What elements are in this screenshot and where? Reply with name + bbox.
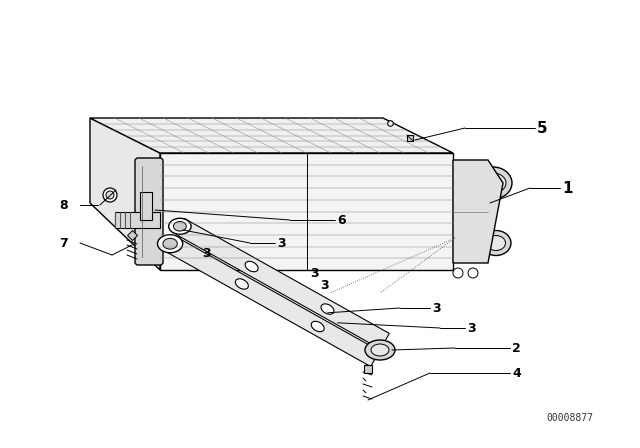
Text: 3: 3 xyxy=(310,267,319,280)
Text: 3: 3 xyxy=(277,237,285,250)
Ellipse shape xyxy=(163,238,177,249)
Text: 3: 3 xyxy=(467,322,476,335)
Ellipse shape xyxy=(321,304,334,314)
Text: 8: 8 xyxy=(60,198,68,211)
Polygon shape xyxy=(90,118,160,270)
Circle shape xyxy=(453,268,463,278)
Polygon shape xyxy=(166,236,380,366)
Text: 7: 7 xyxy=(60,237,68,250)
Circle shape xyxy=(468,268,478,278)
Polygon shape xyxy=(140,192,152,220)
Polygon shape xyxy=(453,160,503,263)
Polygon shape xyxy=(90,118,453,153)
Ellipse shape xyxy=(103,188,117,202)
Text: 3: 3 xyxy=(202,246,211,259)
Text: 4: 4 xyxy=(512,366,521,379)
Ellipse shape xyxy=(486,236,506,250)
Ellipse shape xyxy=(365,340,395,360)
Ellipse shape xyxy=(245,261,258,272)
Text: 00008877: 00008877 xyxy=(547,413,593,423)
Ellipse shape xyxy=(371,344,389,356)
Text: 5: 5 xyxy=(537,121,548,135)
Text: 1: 1 xyxy=(562,181,573,195)
Ellipse shape xyxy=(311,321,324,332)
Ellipse shape xyxy=(157,235,182,253)
FancyBboxPatch shape xyxy=(135,158,163,265)
Ellipse shape xyxy=(236,279,248,289)
Text: 3: 3 xyxy=(432,302,440,314)
Ellipse shape xyxy=(169,218,191,234)
Text: 3: 3 xyxy=(320,279,328,292)
Polygon shape xyxy=(160,153,453,270)
Polygon shape xyxy=(175,219,389,349)
Ellipse shape xyxy=(481,231,511,255)
Text: 2: 2 xyxy=(512,341,521,354)
Ellipse shape xyxy=(480,173,506,193)
Ellipse shape xyxy=(173,221,186,231)
Text: 6: 6 xyxy=(337,214,346,227)
Ellipse shape xyxy=(106,191,114,199)
Ellipse shape xyxy=(474,167,512,199)
Polygon shape xyxy=(115,212,160,228)
